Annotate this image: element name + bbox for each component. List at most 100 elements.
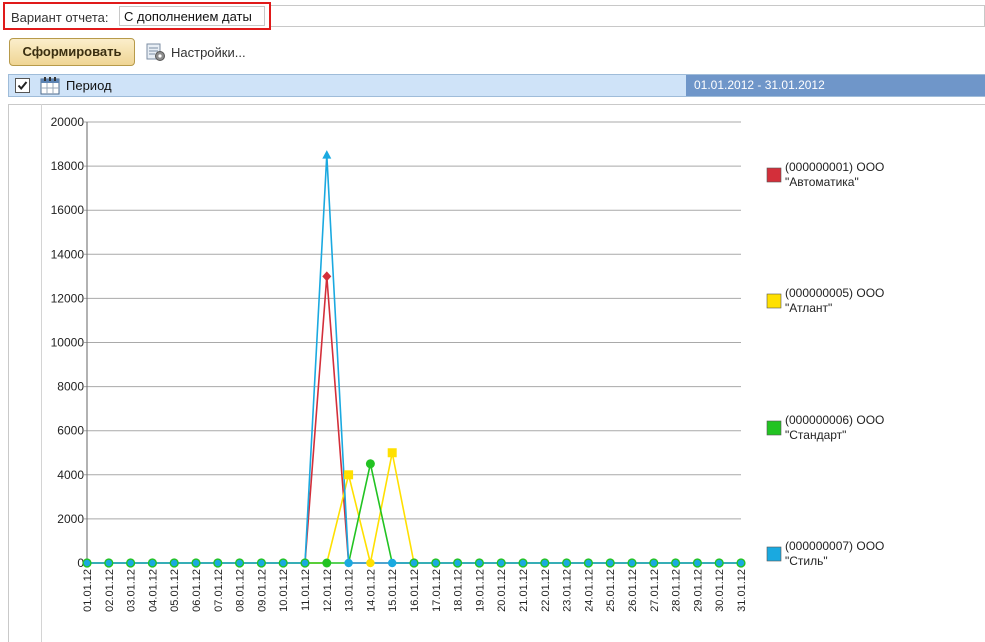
baseline-point-inner <box>83 559 91 567</box>
x-tick-label: 09.01.12 <box>256 569 268 612</box>
x-tick-label: 15.01.12 <box>387 569 399 612</box>
baseline-point <box>322 558 332 568</box>
series-line-4 <box>87 155 741 564</box>
data-point <box>322 150 332 159</box>
data-point <box>322 271 332 282</box>
y-tick-label: 20000 <box>51 115 85 129</box>
baseline-point-inner <box>236 559 243 567</box>
baseline-point-inner <box>650 559 657 567</box>
legend-label: "Стиль" <box>785 554 828 568</box>
series-line-2 <box>87 452 741 564</box>
period-label: Период <box>66 78 112 93</box>
settings-gear-icon <box>146 43 165 61</box>
x-tick-label: 23.01.12 <box>562 569 574 612</box>
report-variant-row: Вариант отчета: С дополнением даты <box>0 0 985 36</box>
baseline-point-inner <box>301 559 309 567</box>
baseline-point-inner <box>498 559 505 567</box>
x-tick-label: 31.01.12 <box>736 569 748 612</box>
baseline-point-inner <box>149 559 156 567</box>
baseline-point-inner <box>105 559 113 567</box>
x-tick-label: 10.01.12 <box>278 569 290 612</box>
legend-label: (000000005) ООО <box>785 286 884 300</box>
x-tick-label: 26.01.12 <box>627 569 639 612</box>
period-value[interactable]: 01.01.2012 - 31.01.2012 <box>686 75 985 96</box>
checkbox-checked-icon[interactable] <box>15 78 30 93</box>
y-tick-label: 16000 <box>51 203 85 217</box>
baseline-point-inner <box>214 559 221 567</box>
x-tick-label: 22.01.12 <box>540 569 552 612</box>
baseline-point-inner <box>694 559 701 567</box>
baseline-point-inner <box>519 559 527 567</box>
baseline-point-inner <box>192 559 200 567</box>
settings-label: Настройки... <box>171 44 246 60</box>
baseline-point-inner <box>127 559 134 567</box>
report-variant-label: Вариант отчета: <box>11 10 109 25</box>
legend-swatch <box>766 546 782 562</box>
period-parameter-row[interactable]: Период 01.01.2012 - 31.01.2012 <box>8 74 985 97</box>
x-tick-label: 30.01.12 <box>714 569 726 612</box>
settings-button[interactable]: Настройки... <box>146 40 246 64</box>
y-tick-label: 8000 <box>57 380 84 394</box>
legend-label: "Автоматика" <box>785 175 859 189</box>
x-tick-label: 17.01.12 <box>431 569 443 612</box>
x-tick-label: 14.01.12 <box>365 569 377 612</box>
report-variant-field[interactable]: С дополнением даты <box>119 6 265 26</box>
generate-button[interactable]: Сформировать <box>9 38 135 66</box>
legend-swatch <box>766 293 782 309</box>
baseline-point-inner <box>716 559 723 567</box>
baseline-point-inner <box>737 559 745 567</box>
y-tick-label: 12000 <box>51 291 85 305</box>
x-tick-label: 16.01.12 <box>409 569 421 612</box>
legend-label: (000000006) ООО <box>785 413 884 427</box>
baseline-point-inner <box>563 559 570 567</box>
baseline-point-inner <box>454 559 461 567</box>
x-tick-label: 08.01.12 <box>235 569 247 612</box>
baseline-point-inner <box>258 559 265 567</box>
calendar-icon <box>40 77 60 95</box>
report-variant-highlight: Вариант отчета: С дополнением даты <box>3 2 271 30</box>
x-tick-label: 25.01.12 <box>605 569 617 612</box>
x-tick-label: 29.01.12 <box>692 569 704 612</box>
data-point <box>365 459 375 469</box>
y-tick-label: 0 <box>77 556 84 570</box>
baseline-point-inner <box>672 559 679 567</box>
command-bar: Сформировать Настройки... <box>0 36 985 68</box>
series-line-1 <box>87 276 741 564</box>
x-tick-label: 05.01.12 <box>169 569 181 612</box>
x-tick-label: 18.01.12 <box>453 569 465 612</box>
report-column-separator <box>41 104 42 642</box>
y-tick-label: 6000 <box>57 424 84 438</box>
baseline-point-inner <box>280 559 287 567</box>
y-tick-label: 4000 <box>57 468 84 482</box>
legend-swatch <box>766 167 782 183</box>
report-result-area[interactable] <box>8 104 985 642</box>
x-tick-label: 20.01.12 <box>496 569 508 612</box>
x-tick-label: 19.01.12 <box>474 569 486 612</box>
x-tick-label: 28.01.12 <box>671 569 683 612</box>
x-tick-label: 11.01.12 <box>300 569 312 611</box>
x-tick-label: 06.01.12 <box>191 569 203 612</box>
x-tick-label: 21.01.12 <box>518 569 530 612</box>
y-tick-label: 14000 <box>51 247 85 261</box>
data-point <box>387 448 397 458</box>
y-tick-label: 10000 <box>51 336 85 350</box>
x-tick-label: 07.01.12 <box>213 569 225 612</box>
legend-label: "Стандарт" <box>785 428 846 442</box>
baseline-point-inner <box>432 559 439 567</box>
baseline-point-inner <box>171 559 178 567</box>
baseline-point-inner <box>410 559 418 567</box>
baseline-point <box>366 558 375 568</box>
x-tick-label: 24.01.12 <box>583 569 595 612</box>
baseline-point-inner <box>628 559 636 567</box>
baseline-point-inner <box>585 559 592 567</box>
x-tick-label: 03.01.12 <box>126 569 138 612</box>
x-tick-label: 27.01.12 <box>649 569 661 612</box>
x-tick-label: 04.01.12 <box>147 569 159 612</box>
baseline-point-inner <box>541 559 548 567</box>
data-point <box>344 470 354 480</box>
legend-label: "Атлант" <box>785 301 832 315</box>
series-line-3 <box>87 463 741 564</box>
y-tick-label: 2000 <box>57 512 84 526</box>
x-tick-label: 02.01.12 <box>104 569 116 612</box>
